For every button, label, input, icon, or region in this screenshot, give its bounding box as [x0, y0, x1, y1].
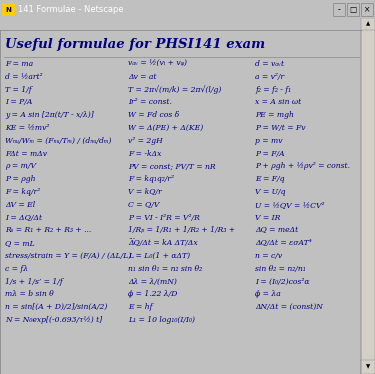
Text: I = ΔQ/Δt: I = ΔQ/Δt: [5, 214, 42, 222]
Text: Useful formulae for PHSI141 exam: Useful formulae for PHSI141 exam: [5, 38, 265, 51]
Text: E = F/q: E = F/q: [255, 175, 285, 183]
Text: F = -kΔx: F = -kΔx: [128, 150, 161, 157]
Text: -: -: [338, 5, 340, 14]
Text: U = ½QV = ½CV²: U = ½QV = ½CV²: [255, 201, 324, 209]
Text: d = vₐᵥt: d = vₐᵥt: [255, 60, 284, 68]
Text: L₁ = 10 log₁₀(I/I₀): L₁ = 10 log₁₀(I/I₀): [128, 316, 195, 324]
Text: N: N: [5, 6, 11, 12]
Text: I = P/A: I = P/A: [5, 98, 32, 106]
Text: f₂ = f₂ - f₁: f₂ = f₂ - f₁: [255, 86, 291, 94]
Text: E = hf: E = hf: [128, 303, 153, 311]
Text: Δv = at: Δv = at: [128, 73, 156, 81]
Bar: [361, 18, 375, 30]
Text: sin θ₂ = n₂/n₁: sin θ₂ = n₂/n₁: [255, 265, 306, 273]
Text: PV = const; PV/T = nR: PV = const; PV/T = nR: [128, 162, 216, 171]
Text: x = A sin ωt: x = A sin ωt: [255, 98, 301, 106]
Text: T = 1/f: T = 1/f: [5, 86, 32, 94]
Text: I = (I₀/2)cos²α: I = (I₀/2)cos²α: [255, 278, 309, 286]
Text: PE = mgh: PE = mgh: [255, 111, 294, 119]
Text: ΔQ/Δt = εσAT⁴: ΔQ/Δt = εσAT⁴: [255, 239, 312, 247]
Text: c = fλ: c = fλ: [5, 265, 28, 273]
Text: V = U/q: V = U/q: [255, 188, 285, 196]
Text: ΔN/Δt = (const)N: ΔN/Δt = (const)N: [255, 303, 323, 311]
Text: Δλ = λ/(mN): Δλ = λ/(mN): [128, 278, 177, 286]
Text: FΔt = mΔv: FΔt = mΔv: [5, 150, 47, 157]
Text: W = Δ(PE) + Δ(KE): W = Δ(PE) + Δ(KE): [128, 124, 203, 132]
Text: F = kq₁q₂/r²: F = kq₁q₂/r²: [128, 175, 174, 183]
Text: P = F/A: P = F/A: [255, 150, 285, 157]
Text: y = A sin [2π(t/T - x/λ)]: y = A sin [2π(t/T - x/λ)]: [5, 111, 94, 119]
Bar: [333, 3, 345, 16]
Text: V = kQ/r: V = kQ/r: [128, 188, 162, 196]
Text: ▼: ▼: [366, 365, 370, 370]
Text: stress/strain = Y = (F/A) / (ΔL/L): stress/strain = Y = (F/A) / (ΔL/L): [5, 252, 131, 260]
Bar: [361, 30, 375, 374]
Text: V = IR: V = IR: [255, 214, 280, 222]
Bar: [347, 3, 359, 16]
Text: Rₛ = R₁ + R₂ + R₃ + ...: Rₛ = R₁ + R₂ + R₃ + ...: [5, 226, 91, 234]
Text: C = Q/V: C = Q/V: [128, 201, 159, 209]
Text: n = c/v: n = c/v: [255, 252, 282, 260]
Text: □: □: [350, 5, 357, 14]
Text: KE = ½mv²: KE = ½mv²: [5, 124, 50, 132]
Text: ϕ = λa: ϕ = λa: [255, 290, 281, 298]
Text: T = 2π√(m/k) = 2π√(l/g): T = 2π√(m/k) = 2π√(l/g): [128, 86, 221, 94]
Text: F = kq/r²: F = kq/r²: [5, 188, 40, 196]
Text: P = W/t = Fv: P = W/t = Fv: [255, 124, 306, 132]
Text: ρ = m/V: ρ = m/V: [5, 162, 36, 171]
Text: ΔQ = meΔt: ΔQ = meΔt: [255, 226, 298, 234]
Text: mλ = b sin θ: mλ = b sin θ: [5, 290, 54, 298]
Text: v² = 2gH: v² = 2gH: [128, 137, 163, 145]
Text: 1/s + 1/s’ = 1/f: 1/s + 1/s’ = 1/f: [5, 278, 63, 286]
Text: P = VI - I²R = V²/R: P = VI - I²R = V²/R: [128, 214, 200, 222]
Bar: [361, 3, 373, 16]
Text: 141 Formulae - Netscape: 141 Formulae - Netscape: [18, 4, 124, 13]
Text: Q = mL: Q = mL: [5, 239, 35, 247]
Text: vₐᵥ = ½(vᵢ + vᵩ): vₐᵥ = ½(vᵢ + vᵩ): [128, 60, 187, 68]
Text: ΔV = El: ΔV = El: [5, 201, 35, 209]
Text: ▲: ▲: [366, 21, 370, 27]
Text: Wₙᵤ/Wₘ = (Fₙᵤ/Tₘ) / (dₙᵤ/dₘ): Wₙᵤ/Wₘ = (Fₙᵤ/Tₘ) / (dₙᵤ/dₘ): [5, 137, 111, 145]
Text: a = v²/r: a = v²/r: [255, 73, 284, 81]
Text: 1/Rₚ = 1/R₁ + 1/R₂ + 1/R₃ +: 1/Rₚ = 1/R₁ + 1/R₂ + 1/R₃ +: [128, 226, 235, 234]
Text: ×: ×: [364, 5, 370, 14]
Text: ϕ = 1.22 λ/D: ϕ = 1.22 λ/D: [128, 290, 177, 298]
Text: p = mv: p = mv: [255, 137, 282, 145]
Bar: [2, 3, 15, 16]
Text: ...: ...: [128, 233, 135, 241]
Bar: [361, 360, 375, 374]
Text: P + ρgh + ½ρv² = const.: P + ρgh + ½ρv² = const.: [255, 162, 350, 171]
Text: ΔQ/Δt = kA ΔT/Δx: ΔQ/Δt = kA ΔT/Δx: [128, 239, 198, 247]
Text: d = ½art²: d = ½art²: [5, 73, 43, 81]
Text: Ir² = const.: Ir² = const.: [128, 98, 172, 106]
Text: N = N₀exp[(-0.693/τ½) t]: N = N₀exp[(-0.693/τ½) t]: [5, 316, 102, 324]
Text: W = Fd cos δ: W = Fd cos δ: [128, 111, 179, 119]
Text: n₁ sin θ₁ = n₂ sin θ₂: n₁ sin θ₁ = n₂ sin θ₂: [128, 265, 202, 273]
Text: F = ma: F = ma: [5, 60, 33, 68]
Text: P = ρgh: P = ρgh: [5, 175, 36, 183]
Text: L = L₀(1 + αΔT): L = L₀(1 + αΔT): [128, 252, 190, 260]
Text: n = sin[(A + D)/2]/sin(A/2): n = sin[(A + D)/2]/sin(A/2): [5, 303, 107, 311]
